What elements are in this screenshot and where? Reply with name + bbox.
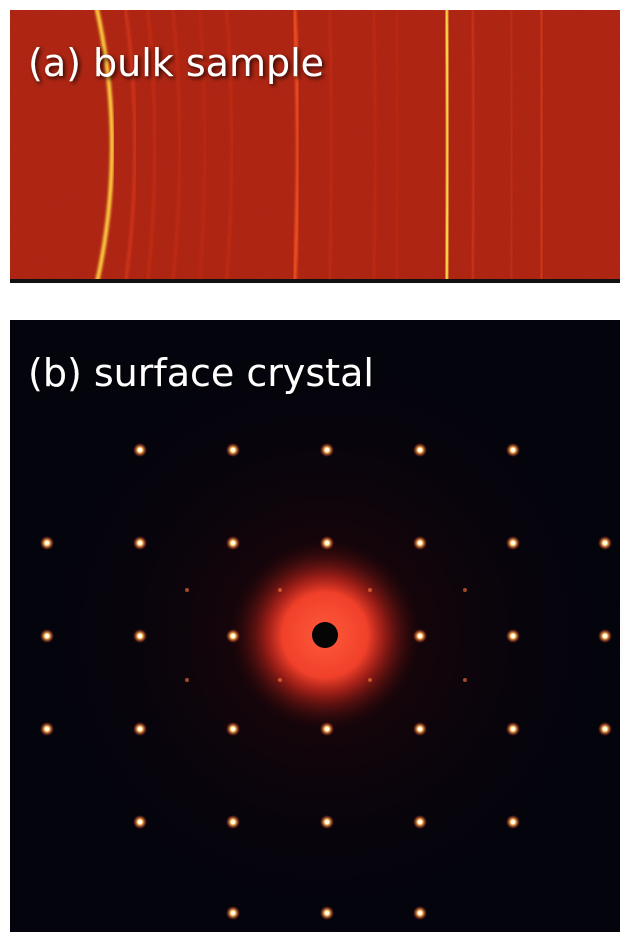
spot-core — [138, 820, 142, 824]
faint-spot — [278, 678, 282, 682]
spot-core — [138, 634, 142, 638]
faint-spot — [185, 588, 189, 592]
spot-core — [45, 541, 49, 545]
ring — [446, 5, 448, 287]
figure: (a) bulk sample (b) surface crystal — [0, 0, 628, 942]
spot-core — [231, 820, 235, 824]
spot-core — [511, 727, 515, 731]
spot-core — [603, 727, 607, 731]
faint-spot — [278, 588, 282, 592]
spot-core — [511, 634, 515, 638]
spot-core — [231, 448, 235, 452]
spot-core — [325, 448, 329, 452]
spot-core — [418, 634, 422, 638]
spot-core — [231, 727, 235, 731]
spot-core — [138, 541, 142, 545]
spot-core — [418, 541, 422, 545]
spot-core — [231, 541, 235, 545]
ring — [541, 5, 542, 287]
spot-core — [138, 727, 142, 731]
panel-a-edge — [10, 279, 620, 283]
spot-core — [418, 911, 422, 915]
spot-core — [231, 634, 235, 638]
spot-core — [138, 448, 142, 452]
spot-core — [603, 634, 607, 638]
page: {"panels": [{"label": "(a) bulk sample"}… — [0, 0, 628, 942]
panel-b-label: (b) surface crystal — [28, 351, 374, 395]
spot-core — [45, 634, 49, 638]
spot-core — [325, 820, 329, 824]
faint-spot — [185, 678, 189, 682]
faint-spot — [463, 588, 467, 592]
spot-core — [325, 541, 329, 545]
ring — [511, 5, 512, 287]
spot-core — [418, 820, 422, 824]
faint-spot — [463, 678, 467, 682]
panel-b-image — [10, 320, 625, 935]
spot-core — [231, 911, 235, 915]
spot-core — [511, 541, 515, 545]
panel-a-label: (a) bulk sample — [28, 41, 324, 85]
spot-core — [418, 448, 422, 452]
spot-core — [325, 911, 329, 915]
faint-spot — [368, 678, 372, 682]
spot-core — [603, 541, 607, 545]
spot-core — [511, 820, 515, 824]
beam-stop — [312, 622, 338, 648]
spot-core — [418, 727, 422, 731]
spot-core — [511, 448, 515, 452]
spot-core — [45, 727, 49, 731]
spot-core — [325, 727, 329, 731]
faint-spot — [368, 588, 372, 592]
